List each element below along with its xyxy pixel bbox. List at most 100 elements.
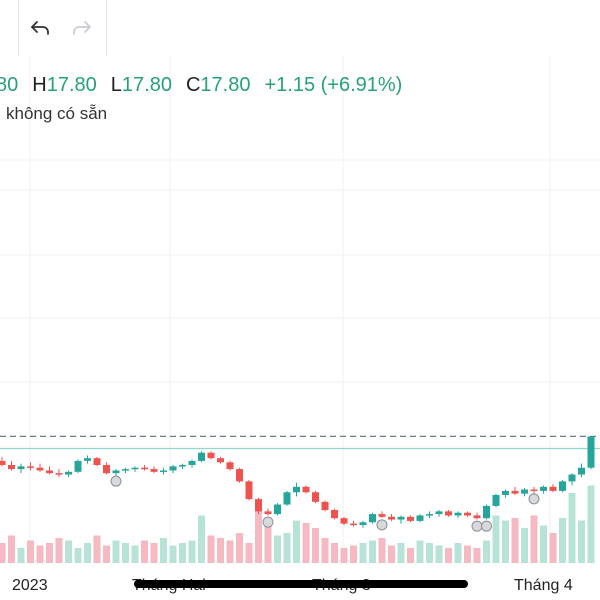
volume-bar (359, 543, 367, 563)
volume-bar (331, 543, 338, 563)
toolbar-divider-left (18, 0, 19, 56)
candle-body (502, 490, 509, 495)
undo-button[interactable] (24, 12, 56, 44)
candle-body (255, 499, 262, 512)
candle-body (521, 489, 528, 494)
candle-body (416, 515, 424, 521)
volume-bar (245, 543, 253, 563)
status-text: không có sẵn (6, 104, 108, 123)
high-value: 17.80 (46, 73, 97, 96)
candle-body (426, 514, 433, 516)
volume-bar (340, 548, 348, 563)
volume-bar (217, 538, 224, 563)
candle-body (293, 486, 300, 493)
volume-bar (568, 493, 576, 563)
candle-body (587, 436, 595, 468)
candle-body (568, 474, 576, 482)
candle-body (302, 486, 310, 493)
ohlc-legend: 80 H 17.80 L 17.80 C 17.80 +1.15 (+6.91%… (0, 70, 402, 100)
volume-bar (236, 533, 243, 563)
candle-body (312, 492, 319, 502)
candle-body (435, 511, 443, 515)
candle-body (131, 467, 139, 470)
candle-body (217, 458, 224, 463)
volume-bar (169, 545, 177, 563)
volume-bar (426, 543, 433, 563)
candle-body (179, 465, 186, 467)
volume-bar (150, 543, 158, 563)
candle-body (274, 504, 281, 515)
volume-bar (8, 535, 15, 563)
volume-bar (416, 540, 424, 563)
candle-body (549, 486, 557, 491)
candle-body (483, 505, 490, 519)
candle-body (578, 467, 585, 475)
chart-toolbar (0, 0, 600, 56)
candle-body (378, 514, 386, 517)
candle-body (141, 467, 148, 470)
volume-bar (226, 540, 234, 563)
candle-body (407, 516, 414, 521)
candle-body (93, 458, 101, 465)
volume-bar (131, 545, 139, 563)
volume-bar (435, 545, 443, 563)
candle-body (331, 510, 338, 519)
volume-bar (378, 538, 386, 563)
candle-body (122, 469, 129, 471)
volume-bar (207, 535, 215, 563)
volume-bar (65, 540, 72, 563)
volume-bar (46, 543, 53, 563)
volume-bar (55, 538, 63, 563)
volume-bar (587, 485, 595, 563)
volume-bar (549, 533, 557, 563)
candle-body (388, 516, 395, 520)
x-axis-label: Tháng 4 (514, 577, 573, 594)
volume-bar (369, 540, 376, 563)
volume-bar (198, 515, 205, 563)
candle-body (55, 473, 63, 475)
volume-bar (293, 520, 300, 563)
candle-body (473, 515, 481, 519)
toolbar-divider-right (106, 0, 107, 56)
candle-body (169, 466, 177, 471)
candle-body (103, 465, 110, 474)
volume-bar (179, 543, 186, 563)
volume-bar (122, 543, 129, 563)
candle-body (226, 462, 234, 470)
candle-body (540, 486, 547, 491)
candle-body (464, 512, 471, 516)
high-key: H (32, 73, 47, 96)
candle-body (198, 452, 205, 461)
volume-bar (492, 515, 500, 563)
volume-bar (511, 518, 519, 563)
candle-body (492, 495, 500, 506)
home-indicator[interactable] (134, 580, 468, 588)
volume-bar (521, 528, 528, 563)
candle-body (559, 481, 566, 491)
volume-bar (454, 543, 462, 563)
volume-bar (283, 533, 291, 563)
event-marker-icon (528, 493, 540, 505)
volume-bar (84, 543, 91, 563)
volume-bar (397, 543, 405, 563)
volume-bar (17, 548, 25, 563)
candle-body (511, 490, 519, 494)
volume-bar (473, 548, 481, 563)
volume-bar (112, 540, 120, 563)
candle-body (36, 467, 44, 471)
candle-body (188, 460, 196, 465)
volume-bar (445, 548, 452, 563)
redo-button[interactable] (66, 12, 98, 44)
candle-body (84, 458, 91, 461)
candle-body (8, 465, 15, 470)
candle-body (359, 522, 367, 525)
low-key: L (110, 73, 122, 96)
volume-bar (312, 528, 319, 563)
volume-bar (464, 545, 471, 563)
volume-bar (36, 545, 44, 563)
volume-bar (93, 535, 101, 563)
candle-body (112, 470, 120, 474)
candle-body (207, 452, 215, 459)
candle-body (454, 512, 462, 516)
